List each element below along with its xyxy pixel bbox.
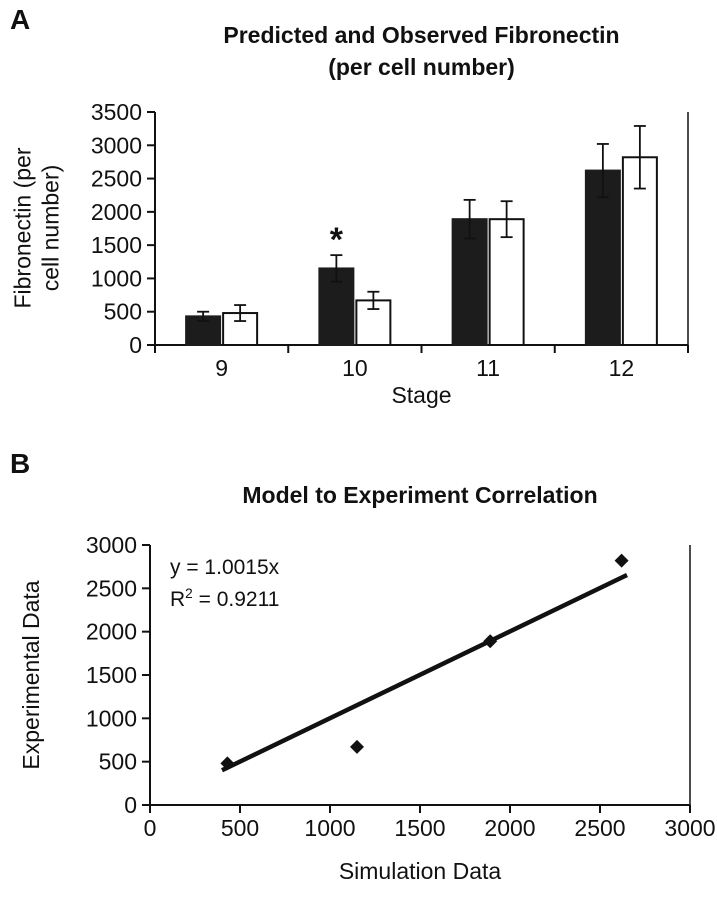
svg-text:2500: 2500	[91, 166, 142, 192]
chart-b-x-axis-label: Simulation Data	[338, 858, 502, 884]
svg-text:12: 12	[609, 355, 635, 381]
svg-text:2000: 2000	[91, 199, 142, 225]
svg-text:1500: 1500	[86, 662, 137, 688]
svg-text:0: 0	[124, 792, 137, 818]
svg-text:2000: 2000	[484, 815, 535, 841]
svg-text:3000: 3000	[86, 532, 137, 558]
svg-text:500: 500	[99, 749, 137, 775]
svg-text:0: 0	[129, 332, 142, 358]
chart-b-scatter-plot: 0 500 1000 1500 2000 2500 3000 0 500 1000 1500 2000…	[86, 532, 716, 841]
chart-a-bar-plot: 0 500 1000 1500 2000 2500 3000 3500 9 10 11 12 *	[91, 99, 689, 381]
trendline-equation: y = 1.0015x	[170, 556, 280, 579]
svg-text:0: 0	[144, 815, 157, 841]
chart-a-title: Predicted and Observed Fibronectin	[223, 22, 620, 48]
svg-text:11: 11	[476, 355, 500, 381]
chart-a-x-axis-label: Stage	[391, 382, 452, 408]
panel-a-label: A	[10, 4, 31, 35]
svg-text:500: 500	[221, 815, 259, 841]
svg-text:2000: 2000	[86, 619, 137, 645]
trendline-annotation: y = 1.0015x R2 = 0.9211	[170, 552, 279, 615]
svg-text:3000: 3000	[91, 132, 142, 158]
svg-text:3000: 3000	[664, 815, 715, 841]
svg-text:500: 500	[104, 299, 142, 325]
svg-text:2500: 2500	[574, 815, 625, 841]
svg-text:3500: 3500	[91, 99, 142, 125]
svg-text:1500: 1500	[91, 232, 142, 258]
svg-text:1000: 1000	[86, 705, 137, 731]
svg-text:10: 10	[342, 355, 368, 381]
svg-text:*: *	[330, 221, 344, 259]
chart-b-title: Model to Experiment Correlation	[242, 482, 598, 508]
chart-a-subtitle: (per cell number)	[328, 54, 515, 80]
svg-text:1500: 1500	[394, 815, 445, 841]
svg-text:2500: 2500	[86, 575, 137, 601]
trendline-r-squared: R2 = 0.9211	[170, 585, 280, 611]
panel-b-label: B	[10, 448, 31, 479]
svg-text:1000: 1000	[91, 265, 142, 291]
svg-text:1000: 1000	[304, 815, 355, 841]
svg-text:9: 9	[215, 355, 228, 381]
